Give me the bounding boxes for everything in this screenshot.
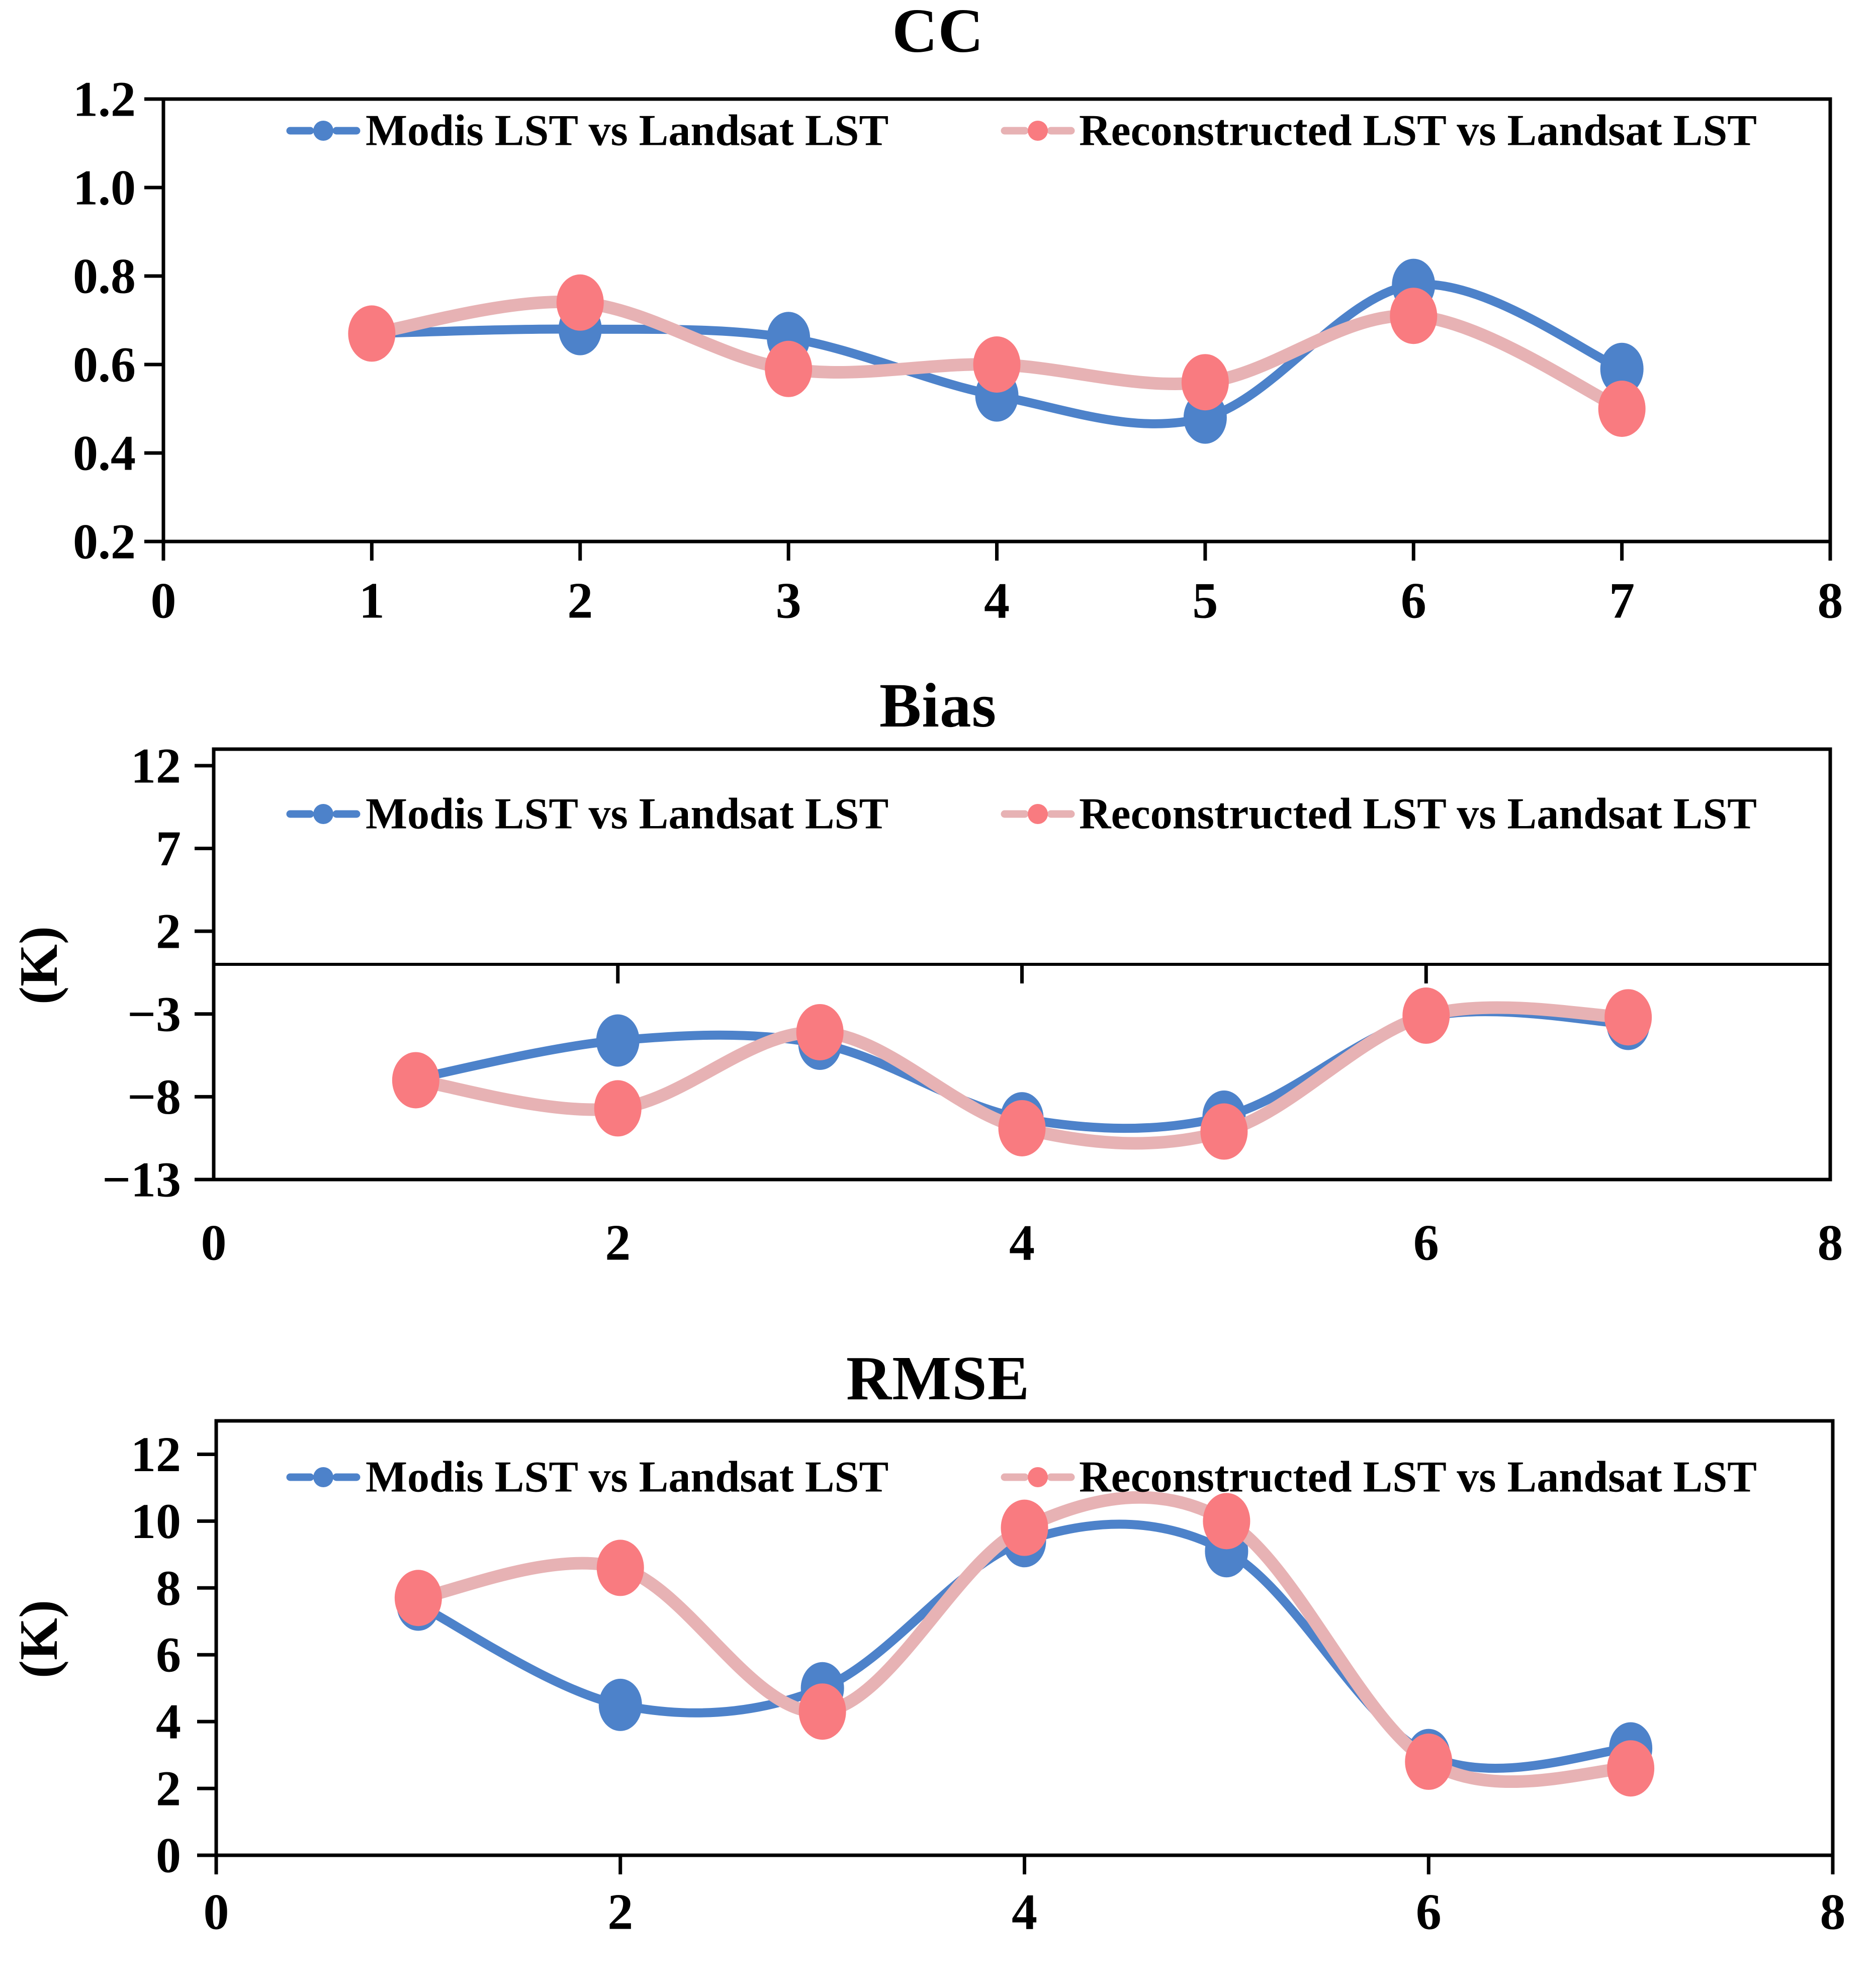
bias-series-reconstructed-marker: [796, 1004, 844, 1060]
rmse-series-reconstructed-marker: [798, 1683, 846, 1740]
bias-series-modis-marker: [596, 1014, 640, 1067]
rmse-plot: 12 10 8 6 4 2 00 2 4 6 8 Modis LST vs Landsat LST Re…: [131, 1419, 1846, 1941]
bias-legend-modis-label: Modis LST vs Landsat LST: [366, 790, 888, 839]
cc-x-tick-label: 3: [776, 573, 801, 629]
bias-x-tick-label: 2: [605, 1215, 631, 1272]
cc-series-reconstructed-marker: [765, 340, 813, 397]
rmse-y-tick-label: 6: [156, 1627, 181, 1683]
cc-plot-border: [161, 97, 1832, 544]
cc-series-reconstructed-marker: [1390, 288, 1438, 344]
bias-series-reconstructed-marker: [1402, 987, 1450, 1044]
bias-series-reconstructed-marker: [594, 1080, 642, 1137]
cc-plot: 1.2 1.0 0.8 0.6 0.4 0.2 0 1 2 3 4 5 6 7 8 Modis LST vs …: [73, 71, 1843, 629]
cc-x-tick-label: 0: [151, 573, 176, 629]
rmse-series-reconstructed-marker: [1405, 1733, 1453, 1790]
chart-rmse-title: RMSE: [846, 1344, 1030, 1413]
bias-y-tick-label: 12: [131, 738, 181, 793]
bias-x-tick-label: 8: [1818, 1215, 1843, 1272]
cc-legend-modis-dot-icon: [313, 121, 333, 141]
bias-series-reconstructed-marker: [998, 1100, 1046, 1156]
rmse-plot-border: [214, 1419, 1835, 1857]
chart-bias-title: Bias: [879, 671, 997, 741]
cc-y-tick-label: 1.0: [73, 160, 136, 216]
rmse-series-reconstructed-marker: [1203, 1493, 1250, 1550]
rmse-legend-reconstructed-dot-icon: [1028, 1467, 1048, 1487]
cc-x-tick-label: 4: [984, 573, 1010, 629]
bias-x-tick-label: 6: [1413, 1215, 1439, 1272]
rmse-series-reconstructed-marker: [394, 1570, 442, 1627]
chart-cc: CC 1.2 1.0 0.8 0.6 0.4 0.2 0 1 2 3 4 5 6 7 8 Modis LST …: [0, 0, 1876, 662]
cc-series-modis-marker: [1600, 342, 1644, 395]
bias-legend-reconstructed-dot-icon: [1028, 804, 1048, 824]
rmse-series-reconstructed-marker: [1001, 1499, 1048, 1556]
rmse-y-tick-label: 12: [131, 1426, 181, 1482]
rmse-y-tick-label: 0: [156, 1828, 181, 1883]
cc-y-tick-label: 0.8: [73, 248, 136, 304]
bias-y-tick-label: −13: [102, 1152, 181, 1208]
rmse-legend-reconstructed-label: Reconstructed LST vs Landsat LST: [1079, 1453, 1757, 1502]
rmse-x-tick-label: 8: [1820, 1884, 1846, 1941]
cc-series-reconstructed-marker: [1181, 354, 1229, 411]
bias-y-tick-label: −8: [127, 1069, 181, 1125]
cc-series-reconstructed-marker: [1598, 381, 1646, 437]
cc-x-tick-label: 6: [1401, 573, 1426, 629]
rmse-series-reconstructed-marker: [1607, 1740, 1655, 1797]
cc-y-tick-label: 0.2: [73, 514, 136, 570]
cc-legend-reconstructed-dot-icon: [1028, 121, 1048, 141]
cc-series-reconstructed-marker: [973, 336, 1021, 393]
cc-legend-reconstructed-label: Reconstructed LST vs Landsat LST: [1079, 107, 1757, 155]
rmse-y-tick-label: 10: [131, 1493, 181, 1549]
chart-cc-title: CC: [892, 0, 984, 66]
bias-series-reconstructed-marker: [1200, 1103, 1248, 1160]
cc-series-reconstructed-marker: [348, 305, 396, 362]
rmse-x-tick-label: 6: [1416, 1884, 1442, 1941]
cc-y-tick-label: 0.4: [73, 425, 136, 481]
cc-series-reconstructed-marker: [556, 274, 604, 331]
rmse-legend-modis-label: Modis LST vs Landsat LST: [366, 1453, 888, 1502]
rmse-y-tick-label: 2: [156, 1761, 181, 1817]
cc-y-tick-label: 0.6: [73, 337, 136, 393]
rmse-legend-modis-dot-icon: [313, 1467, 333, 1487]
bias-plot: 12 7 2 −3 −8 −13 0 2 4 6 8 Modis LST vs Landsat LST…: [102, 738, 1843, 1272]
bias-y-tick-label: 7: [156, 821, 181, 876]
bias-y-tick-label: 2: [156, 904, 181, 959]
chart-rmse: RMSE (K) 12 10 8 6 4 2 0 0 2 4 6 8 Modis LST vs Land…: [0, 1331, 1876, 1987]
rmse-y-tick-label: 4: [156, 1694, 181, 1750]
bias-y-tick-label: −3: [127, 986, 181, 1042]
cc-legend-modis-label: Modis LST vs Landsat LST: [366, 107, 888, 155]
bias-series-reconstructed-marker: [392, 1052, 439, 1109]
cc-x-tick-label: 1: [359, 573, 385, 629]
cc-x-tick-label: 2: [567, 573, 593, 629]
rmse-series-reconstructed-marker: [596, 1540, 644, 1596]
bias-x-tick-label: 0: [201, 1215, 227, 1272]
chart-bias: Bias (K) 12 7 2 −3 −8 −13 0 2 4 6 8 Modis LST vs La…: [0, 662, 1876, 1331]
rmse-y-tick-label: 8: [156, 1560, 181, 1616]
bias-legend-reconstructed-label: Reconstructed LST vs Landsat LST: [1079, 790, 1757, 839]
cc-x-tick-label: 8: [1818, 573, 1843, 629]
cc-x-tick-label: 5: [1192, 573, 1218, 629]
rmse-x-tick-label: 2: [607, 1884, 633, 1941]
bias-x-tick-label: 4: [1009, 1215, 1035, 1272]
cc-x-tick-label: 7: [1609, 573, 1635, 629]
rmse-series-modis-marker: [598, 1678, 642, 1731]
rmse-x-tick-label: 4: [1012, 1884, 1037, 1941]
cc-y-tick-label: 1.2: [73, 71, 136, 127]
bias-legend-modis-dot-icon: [313, 804, 333, 824]
rmse-x-tick-label: 0: [204, 1884, 229, 1941]
bias-series-reconstructed-marker: [1604, 989, 1652, 1046]
